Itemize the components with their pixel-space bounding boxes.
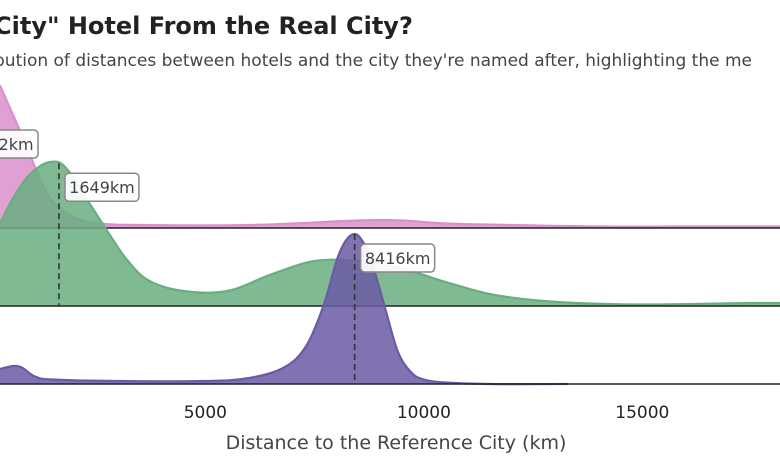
median-annotation-box-1 [0,129,39,159]
x-axis-title: Distance to the Reference City (km) [226,432,567,454]
x-axis-ticks: 5000 10000 15000 [184,403,670,423]
ridge-outline-2 [0,160,780,306]
ridge-2: 1649km [0,160,780,307]
ridge-outline-1 [0,85,780,228]
ridge-outline-3 [0,232,569,386]
ridge-3: 8416km [0,232,780,386]
ridge-1: 22km [0,85,780,229]
x-tick-label-15000: 15000 [615,403,669,423]
chart-title: City" Hotel From the Real City? [0,12,413,40]
median-annotation-box-3 [359,243,436,273]
median-annotation-label-2: 1649km [69,178,135,197]
median-annotation-box-2 [64,172,140,202]
median-annotation-3: 8416km [359,243,436,273]
ridge-area-1 [0,85,780,228]
chart-subtitle: bution of distances between hotels and t… [0,51,752,71]
median-annotation-1: 22km [0,129,39,159]
median-annotation-label-1: 22km [0,135,34,154]
median-annotation-label-3: 8416km [365,249,431,268]
ridges-layer: 22km 1649km 8416km [0,85,780,386]
median-annotation-2: 1649km [64,172,140,202]
x-tick-label-10000: 10000 [397,403,451,423]
x-tick-label-5000: 5000 [184,403,227,423]
ridge-area-2 [0,161,780,306]
